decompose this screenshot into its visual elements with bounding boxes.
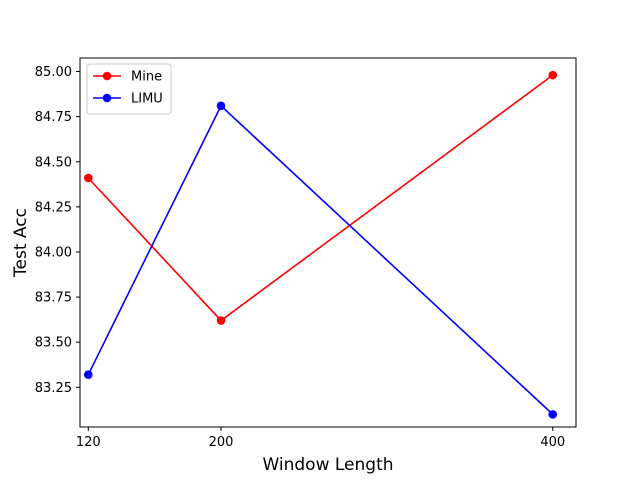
data-point-limu-2 <box>548 410 558 419</box>
x-tick-label: 200 <box>209 435 234 450</box>
y-tick-label: 83.75 <box>35 291 72 306</box>
y-tick-label: 84.50 <box>35 155 72 170</box>
legend-marker-limu <box>102 93 112 103</box>
axes-frame <box>79 57 577 428</box>
y-tick-label: 83.50 <box>35 336 72 351</box>
y-tick-label: 84.75 <box>35 110 72 125</box>
x-tick-label: 120 <box>76 435 101 450</box>
plot-area <box>83 70 558 419</box>
data-point-mine-2 <box>548 70 558 80</box>
y-axis-title: Test Acc <box>11 208 31 278</box>
x-axis-title: Window Length <box>262 455 393 475</box>
data-point-limu-0 <box>83 370 93 379</box>
legend: Mine LIMU <box>86 63 172 115</box>
legend-label-limu: LIMU <box>131 92 163 107</box>
legend-label-mine: Mine <box>131 70 162 85</box>
legend-marker-mine <box>102 71 112 81</box>
y-tick-label: 84.25 <box>35 200 72 215</box>
data-point-mine-1 <box>216 316 226 325</box>
x-tick-label: 400 <box>540 435 565 450</box>
y-tick-label: 85.00 <box>35 65 72 80</box>
data-point-limu-1 <box>216 101 226 111</box>
axes: 120 200 400 83.25 83.50 83.75 84.00 84.25 84.50 8… <box>35 57 577 450</box>
y-tick-label: 83.25 <box>35 381 72 396</box>
y-tick-label: 84.00 <box>35 245 72 260</box>
data-point-mine-0 <box>83 173 93 183</box>
